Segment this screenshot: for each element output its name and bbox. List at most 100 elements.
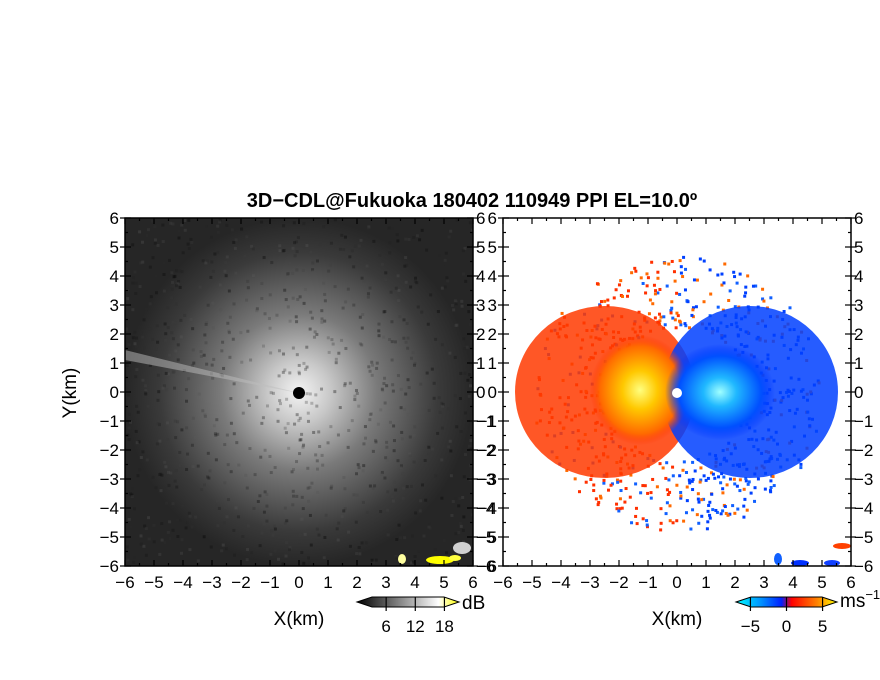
chart-1-y-tick-label-right: −4 — [854, 499, 873, 518]
chart-0-x-tick-label: 2 — [352, 573, 361, 592]
colorbar-1-tick-label: 0 — [782, 617, 791, 636]
chart-0-y-tick-label-right: 3 — [476, 296, 485, 315]
velocity-echo — [515, 255, 851, 566]
chart-0-y-tick-label-right: 4 — [476, 267, 485, 286]
chart-1-y-tick-label-right: 4 — [854, 267, 863, 286]
chart-1-y-tick-label-right: 0 — [854, 383, 863, 402]
chart-0-y-tick-label: 3 — [110, 296, 119, 315]
chart-1-y-tick-label-right: 5 — [854, 238, 863, 257]
reflectivity-strong-echo — [398, 542, 471, 564]
chart-0-x-tick-label: −5 — [144, 573, 163, 592]
velocity-axes: −6 −5 −4 −3 −2 −1 0 1 2 3 4 5 6−6 −6−5 −5−4 −4−3 −3−2 −2−… — [478, 209, 874, 592]
chart-0-y-tick-label-right: 5 — [476, 238, 485, 257]
chart-1-y-tick-label: 0 — [488, 383, 497, 402]
reflectivity-panel: −6 −5 −4 −3 −2 −1 0 1 2 3 4 5 6−6 −6−5 −5−4 −4−3 −3−2 −2−… — [60, 209, 495, 630]
reflectivity-beam-streak — [125, 350, 299, 393]
chart-1-x-tick-label: −3 — [580, 573, 599, 592]
reflectivity-colorbar: 6 12 18 dB — [355, 593, 485, 636]
velocity-colorbar-unit: ms−1 — [840, 587, 880, 612]
chart-0-x-tick-label: 6 — [468, 573, 477, 592]
velocity-panel: −6 −5 −4 −3 −2 −1 0 1 2 3 4 5 6−6 −6−5 −5−4 −4−3 −3−2 −2−… — [478, 209, 874, 630]
chart-1-y-tick-label-right: −3 — [854, 470, 873, 489]
chart-0-y-tick-label: −2 — [100, 441, 119, 460]
chart-1-x-tick-label: 0 — [672, 573, 681, 592]
chart-0-y-tick-label: −5 — [100, 528, 119, 547]
chart-1-x-tick-label: 6 — [846, 573, 855, 592]
chart-1-x-tick-label: −2 — [609, 573, 628, 592]
chart-1-y-tick-label: −1 — [478, 412, 497, 431]
chart-1-y-tick-label-right: 6 — [854, 209, 863, 228]
colorbar-1-tick-label: 5 — [818, 617, 827, 636]
chart-0-x-tick-label: −1 — [260, 573, 279, 592]
chart-0-y-tick-label-right: 6 — [476, 209, 485, 228]
colorbar-0-tick-label: 12 — [406, 617, 425, 636]
reflectivity-axes: −6 −5 −4 −3 −2 −1 0 1 2 3 4 5 6−6 −6−5 −5−4 −4−3 −3−2 −2−… — [100, 209, 496, 592]
chart-0-y-tick-label-right: 2 — [476, 325, 485, 344]
reflectivity-colorbar-unit: dB — [462, 593, 485, 614]
chart-1-y-tick-label: 6 — [488, 209, 497, 228]
chart-0-x-tick-label: −4 — [173, 573, 192, 592]
chart-0-y-tick-label: −1 — [100, 412, 119, 431]
colorbar-1-tick-label: −5 — [741, 617, 760, 636]
chart-1-y-tick-label: −4 — [478, 499, 497, 518]
chart-0-y-tick-label: 2 — [110, 325, 119, 344]
chart-0-y-tick-label-right: −1 — [476, 412, 495, 431]
radar-site-marker-velocity — [672, 388, 682, 398]
chart-1-y-tick-label-right: 2 — [854, 325, 863, 344]
chart-0-x-tick-label: −2 — [231, 573, 250, 592]
chart-1-y-tick-label: −3 — [478, 470, 497, 489]
chart-0-y-tick-label-right: −6 — [476, 557, 495, 576]
chart-1-x-tick-label: 4 — [788, 573, 797, 592]
chart-1-y-tick-label-right: −2 — [854, 441, 873, 460]
velocity-colorbar: −5 0 5 ms−1 — [734, 587, 880, 636]
chart-1-y-tick-label: −6 — [478, 557, 497, 576]
chart-1-x-tick-label: −5 — [522, 573, 541, 592]
chart-0-y-tick-label-right: −3 — [476, 470, 495, 489]
chart-0-x-tick-label: 4 — [410, 573, 419, 592]
chart-0-x-tick-label: −3 — [202, 573, 221, 592]
chart-1-y-tick-label-right: −1 — [854, 412, 873, 431]
chart-1-y-tick-label-right: 3 — [854, 296, 863, 315]
chart-1-x-tick-label: 5 — [817, 573, 826, 592]
chart-0-y-tick-label: −4 — [100, 499, 119, 518]
chart-0-x-tick-label: −6 — [115, 573, 134, 592]
chart-1-x-tick-label: 1 — [701, 573, 710, 592]
chart-0-y-tick-label-right: −5 — [476, 528, 495, 547]
chart-0-y-tick-label: 0 — [110, 383, 119, 402]
velocity-x-axis-label: X(km) — [652, 609, 703, 630]
reflectivity-texture — [125, 218, 473, 566]
chart-0-x-tick-label: 3 — [381, 573, 390, 592]
chart-1-y-tick-label-right: −5 — [854, 528, 873, 547]
chart-1-y-tick-label: −5 — [478, 528, 497, 547]
reflectivity-y-axis-label: Y(km) — [60, 368, 81, 419]
chart-1-y-tick-label: 1 — [488, 354, 497, 373]
chart-1-y-tick-label: 4 — [488, 267, 497, 286]
chart-0-y-tick-label: 6 — [110, 209, 119, 228]
chart-0-y-tick-label: 1 — [110, 354, 119, 373]
chart-0-y-tick-label-right: −4 — [476, 499, 495, 518]
chart-0-y-tick-label: −6 — [100, 557, 119, 576]
chart-1-y-tick-label: 5 — [488, 238, 497, 257]
chart-1-y-tick-label: −2 — [478, 441, 497, 460]
colorbar-0-tick-label: 6 — [381, 617, 390, 636]
chart-1-x-tick-label: 3 — [759, 573, 768, 592]
chart-1-y-tick-label-right: −6 — [854, 557, 873, 576]
chart-0-y-tick-label: 5 — [110, 238, 119, 257]
chart-1-x-tick-label: 2 — [730, 573, 739, 592]
chart-0-x-tick-label: 5 — [439, 573, 448, 592]
colorbar-0-tick-label: 18 — [435, 617, 454, 636]
radar-site-marker — [293, 387, 305, 399]
chart-1-x-tick-label: −4 — [551, 573, 570, 592]
chart-1-y-tick-label-right: 1 — [854, 354, 863, 373]
chart-0-y-tick-label: 4 — [110, 267, 119, 286]
chart-1-y-tick-label: 2 — [488, 325, 497, 344]
chart-1-y-tick-label: 3 — [488, 296, 497, 315]
chart-0-y-tick-label-right: −2 — [476, 441, 495, 460]
chart-0-x-tick-label: 1 — [323, 573, 332, 592]
chart-0-y-tick-label-right: 1 — [476, 354, 485, 373]
chart-0-x-tick-label: 0 — [294, 573, 303, 592]
reflectivity-x-axis-label: X(km) — [274, 609, 325, 630]
chart-0-y-tick-label-right: 0 — [476, 383, 485, 402]
figure-title: 3D−CDL@Fukuoka 180402 110949 PPI EL=10.0… — [247, 190, 697, 212]
